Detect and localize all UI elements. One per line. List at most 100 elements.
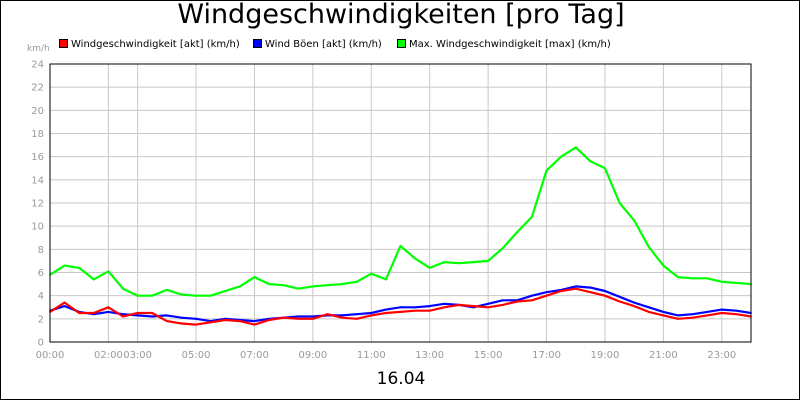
x-tick-label-3: 05:00 bbox=[182, 350, 211, 361]
series-2-point-37 bbox=[589, 160, 592, 163]
x-tick-label-0: 00:00 bbox=[36, 350, 65, 361]
series-2-point-22 bbox=[370, 272, 373, 275]
series-1-point-5 bbox=[122, 313, 124, 316]
series-2-point-47 bbox=[735, 282, 738, 284]
legend-swatch-wind bbox=[59, 38, 68, 48]
series-2-point-46 bbox=[720, 280, 723, 283]
series-2-point-16 bbox=[282, 284, 285, 287]
series-0-point-40 bbox=[633, 305, 636, 307]
series-2-point-2 bbox=[78, 266, 81, 269]
series-2-point-21 bbox=[355, 280, 358, 283]
series-0-point-25 bbox=[414, 309, 417, 312]
series-1-point-21 bbox=[355, 313, 358, 316]
series-1-point-26 bbox=[428, 305, 431, 307]
series-2-point-8 bbox=[165, 288, 168, 291]
x-tick-label-4: 07:00 bbox=[240, 350, 269, 361]
series-2-point-26 bbox=[428, 266, 431, 269]
series-0-point-41 bbox=[647, 310, 650, 313]
series-2-point-11 bbox=[209, 294, 212, 297]
series-2-point-32 bbox=[516, 231, 519, 233]
series-2-point-30 bbox=[487, 260, 490, 262]
series-0-point-46 bbox=[720, 312, 723, 314]
series-0-point-13 bbox=[238, 320, 241, 323]
series-2-point-43 bbox=[677, 276, 679, 279]
series-2-point-3 bbox=[92, 278, 95, 281]
series-1-point-22 bbox=[370, 312, 373, 314]
y-tick-label-12: 24 bbox=[31, 60, 44, 71]
legend-label-wind: Windgeschwindigkeit [akt] (km/h) bbox=[71, 39, 240, 50]
series-0-point-1 bbox=[63, 301, 66, 304]
series-0-point-18 bbox=[311, 317, 314, 320]
series-0-point-45 bbox=[706, 314, 709, 317]
series-1-point-10 bbox=[195, 317, 197, 320]
series-0-point-29 bbox=[472, 305, 475, 307]
series-2-point-36 bbox=[574, 146, 577, 149]
series-2-point-20 bbox=[341, 283, 343, 285]
series-0-point-6 bbox=[136, 312, 139, 314]
y-tick-label-10: 20 bbox=[31, 106, 44, 117]
x-tick-label-12: 23:00 bbox=[707, 350, 736, 361]
series-0-point-9 bbox=[180, 322, 183, 325]
series-1-point-41 bbox=[647, 306, 650, 309]
y-tick-label-0: 0 bbox=[38, 338, 44, 349]
series-0-point-12 bbox=[224, 319, 227, 321]
series-1-point-36 bbox=[574, 285, 577, 288]
series-2-point-34 bbox=[545, 169, 548, 172]
series-2-point-27 bbox=[443, 261, 446, 263]
series-2-point-40 bbox=[633, 219, 636, 222]
series-2-point-10 bbox=[195, 294, 197, 297]
series-1-point-38 bbox=[604, 290, 606, 292]
series-0-point-33 bbox=[531, 299, 533, 302]
series-0-point-47 bbox=[735, 313, 738, 316]
y-tick-label-11: 22 bbox=[31, 83, 44, 94]
y-tick-label-5: 10 bbox=[31, 222, 44, 233]
series-0-point-21 bbox=[355, 317, 358, 320]
series-1-point-17 bbox=[297, 315, 300, 318]
series-0-point-19 bbox=[326, 313, 329, 316]
series-0-point-32 bbox=[516, 300, 519, 303]
series-2-point-18 bbox=[311, 285, 314, 288]
y-tick-label-6: 12 bbox=[31, 199, 44, 210]
legend-label-max: Max. Windgeschwindigkeit [max] (km/h) bbox=[409, 39, 611, 50]
series-0-point-31 bbox=[501, 304, 504, 306]
series-0-point-28 bbox=[458, 304, 460, 306]
series-0-point-3 bbox=[92, 312, 95, 314]
series-2-point-19 bbox=[326, 284, 329, 287]
chart-title: Windgeschwindigkeiten [pro Tag] bbox=[177, 0, 625, 30]
series-2-point-31 bbox=[501, 247, 504, 250]
series-2-point-42 bbox=[662, 264, 665, 267]
series-0-point-39 bbox=[618, 300, 621, 303]
x-tick-label-6: 11:00 bbox=[357, 350, 386, 361]
series-2-point-12 bbox=[224, 290, 227, 292]
legend-swatch-max bbox=[397, 38, 406, 48]
series-2-point-44 bbox=[691, 277, 694, 280]
series-1-point-34 bbox=[545, 291, 548, 294]
legend-item-gusts: Wind Böen [akt] (km/h) bbox=[253, 38, 382, 50]
series-2-point-1 bbox=[63, 264, 66, 267]
series-0-point-11 bbox=[209, 321, 212, 324]
series-2-point-23 bbox=[384, 278, 387, 281]
series-0-point-37 bbox=[589, 291, 592, 294]
series-0-point-42 bbox=[662, 314, 665, 317]
y-tick-label-8: 16 bbox=[31, 152, 44, 163]
series-1-point-42 bbox=[662, 310, 665, 313]
series-2-point-24 bbox=[399, 244, 402, 247]
series-2-point-41 bbox=[647, 246, 650, 248]
series-0-point-24 bbox=[399, 310, 402, 313]
legend-label-gusts: Wind Böen [akt] (km/h) bbox=[265, 39, 382, 50]
series-2-point-15 bbox=[268, 283, 270, 285]
series-1-point-30 bbox=[487, 302, 490, 305]
series-1-point-1 bbox=[63, 305, 66, 307]
series-1-point-27 bbox=[443, 302, 446, 305]
series-1-point-25 bbox=[414, 306, 417, 309]
x-tick-label-10: 19:00 bbox=[591, 350, 620, 361]
x-tick-label-11: 21:00 bbox=[649, 350, 678, 361]
y-tick-label-9: 18 bbox=[31, 129, 44, 140]
series-2-point-5 bbox=[122, 287, 124, 290]
series-1-point-39 bbox=[618, 295, 621, 298]
series-1-point-6 bbox=[136, 314, 139, 317]
plot-border bbox=[49, 63, 752, 343]
series-1-point-7 bbox=[151, 315, 154, 318]
series-1-point-23 bbox=[384, 308, 387, 311]
